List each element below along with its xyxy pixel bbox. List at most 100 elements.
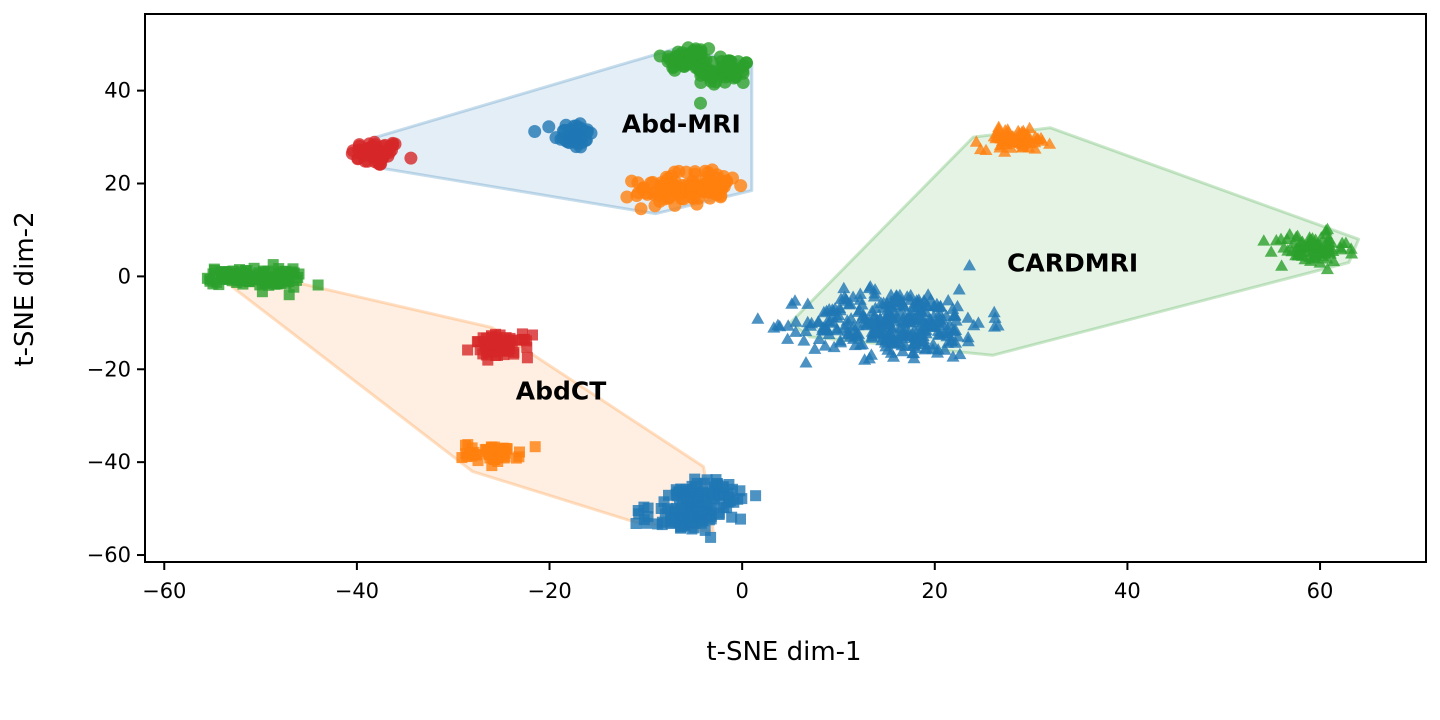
data-point xyxy=(734,485,746,497)
data-point xyxy=(911,310,925,322)
data-point xyxy=(694,96,707,110)
y-tick-label: −40 xyxy=(87,450,131,474)
data-point xyxy=(715,488,727,500)
data-point xyxy=(944,334,958,347)
data-point xyxy=(969,135,983,147)
data-point xyxy=(799,356,813,368)
data-point xyxy=(261,275,273,287)
data-point xyxy=(728,496,740,508)
data-point xyxy=(521,352,533,364)
data-point xyxy=(921,288,935,300)
data-point xyxy=(1004,132,1018,144)
data-point xyxy=(961,311,975,323)
data-point xyxy=(639,186,653,200)
data-point xyxy=(678,489,690,501)
data-point xyxy=(705,531,717,543)
data-point xyxy=(851,305,865,317)
data-point xyxy=(952,283,966,295)
data-point xyxy=(723,479,735,490)
data-point xyxy=(848,338,862,351)
data-point xyxy=(690,178,704,192)
data-point xyxy=(876,301,890,313)
data-point xyxy=(529,441,541,453)
data-point xyxy=(694,68,708,82)
data-point xyxy=(781,332,795,344)
data-point xyxy=(542,120,556,134)
data-point xyxy=(726,511,738,523)
data-point xyxy=(483,448,495,460)
data-point xyxy=(679,513,691,525)
data-point xyxy=(691,477,703,489)
data-point xyxy=(352,138,366,152)
data-point xyxy=(486,460,498,472)
data-point xyxy=(932,327,946,340)
data-point xyxy=(867,290,881,302)
data-point xyxy=(826,316,840,328)
data-point xyxy=(670,507,682,518)
data-point xyxy=(472,455,484,467)
y-tick-label: 40 xyxy=(104,79,131,103)
data-point xyxy=(1035,134,1049,146)
data-point xyxy=(220,271,232,283)
data-point xyxy=(750,490,762,502)
data-point xyxy=(234,264,245,276)
data-point xyxy=(716,179,730,193)
data-point xyxy=(663,489,674,501)
data-point xyxy=(256,286,268,298)
data-point xyxy=(726,62,740,76)
data-point xyxy=(237,274,249,286)
data-point xyxy=(837,321,851,333)
data-point xyxy=(697,489,708,501)
x-tick-label: 60 xyxy=(1307,579,1334,603)
data-point xyxy=(312,279,324,291)
data-point xyxy=(665,512,677,524)
data-point xyxy=(663,179,677,192)
data-point xyxy=(632,505,644,516)
data-point xyxy=(291,274,302,286)
cluster-cardmri-orange-0 xyxy=(969,120,1057,157)
data-point xyxy=(781,319,795,331)
data-point xyxy=(404,151,418,165)
cluster-cardmri-green-1 xyxy=(1257,222,1359,275)
data-point xyxy=(642,511,654,523)
data-point xyxy=(718,502,730,514)
scatter-points xyxy=(201,41,1359,543)
data-point xyxy=(850,326,864,338)
x-tick-label: −60 xyxy=(142,579,186,603)
data-point xyxy=(974,142,987,155)
data-point xyxy=(735,513,746,525)
data-point xyxy=(870,313,884,325)
data-point xyxy=(844,312,858,324)
data-point xyxy=(486,442,498,454)
data-point xyxy=(520,335,532,347)
data-point xyxy=(466,442,478,454)
data-point xyxy=(808,342,822,354)
data-point xyxy=(270,272,282,283)
x-tick-label: 20 xyxy=(921,579,948,603)
data-point xyxy=(865,331,879,343)
data-point xyxy=(671,515,683,527)
data-point xyxy=(485,338,497,350)
data-point xyxy=(492,456,504,467)
data-point xyxy=(641,517,653,529)
data-point xyxy=(1307,238,1321,250)
data-point xyxy=(951,299,964,312)
data-point xyxy=(670,484,682,496)
data-point xyxy=(801,297,815,309)
data-point xyxy=(492,349,503,361)
data-point xyxy=(652,518,664,530)
data-point xyxy=(897,322,911,334)
data-point xyxy=(1321,222,1334,235)
data-point xyxy=(688,165,702,179)
cluster-cardmri-blue-2 xyxy=(751,259,1005,368)
data-point xyxy=(688,522,700,534)
y-tick-label: 20 xyxy=(104,172,131,196)
data-point xyxy=(1334,243,1348,255)
data-point xyxy=(858,312,872,324)
data-point xyxy=(573,130,587,144)
y-axis-title: t-SNE dim-2 xyxy=(10,211,40,366)
data-point xyxy=(630,518,642,529)
data-point xyxy=(949,323,963,335)
label-abd-mri: Abd-MRI xyxy=(622,109,741,138)
data-point xyxy=(963,259,976,271)
